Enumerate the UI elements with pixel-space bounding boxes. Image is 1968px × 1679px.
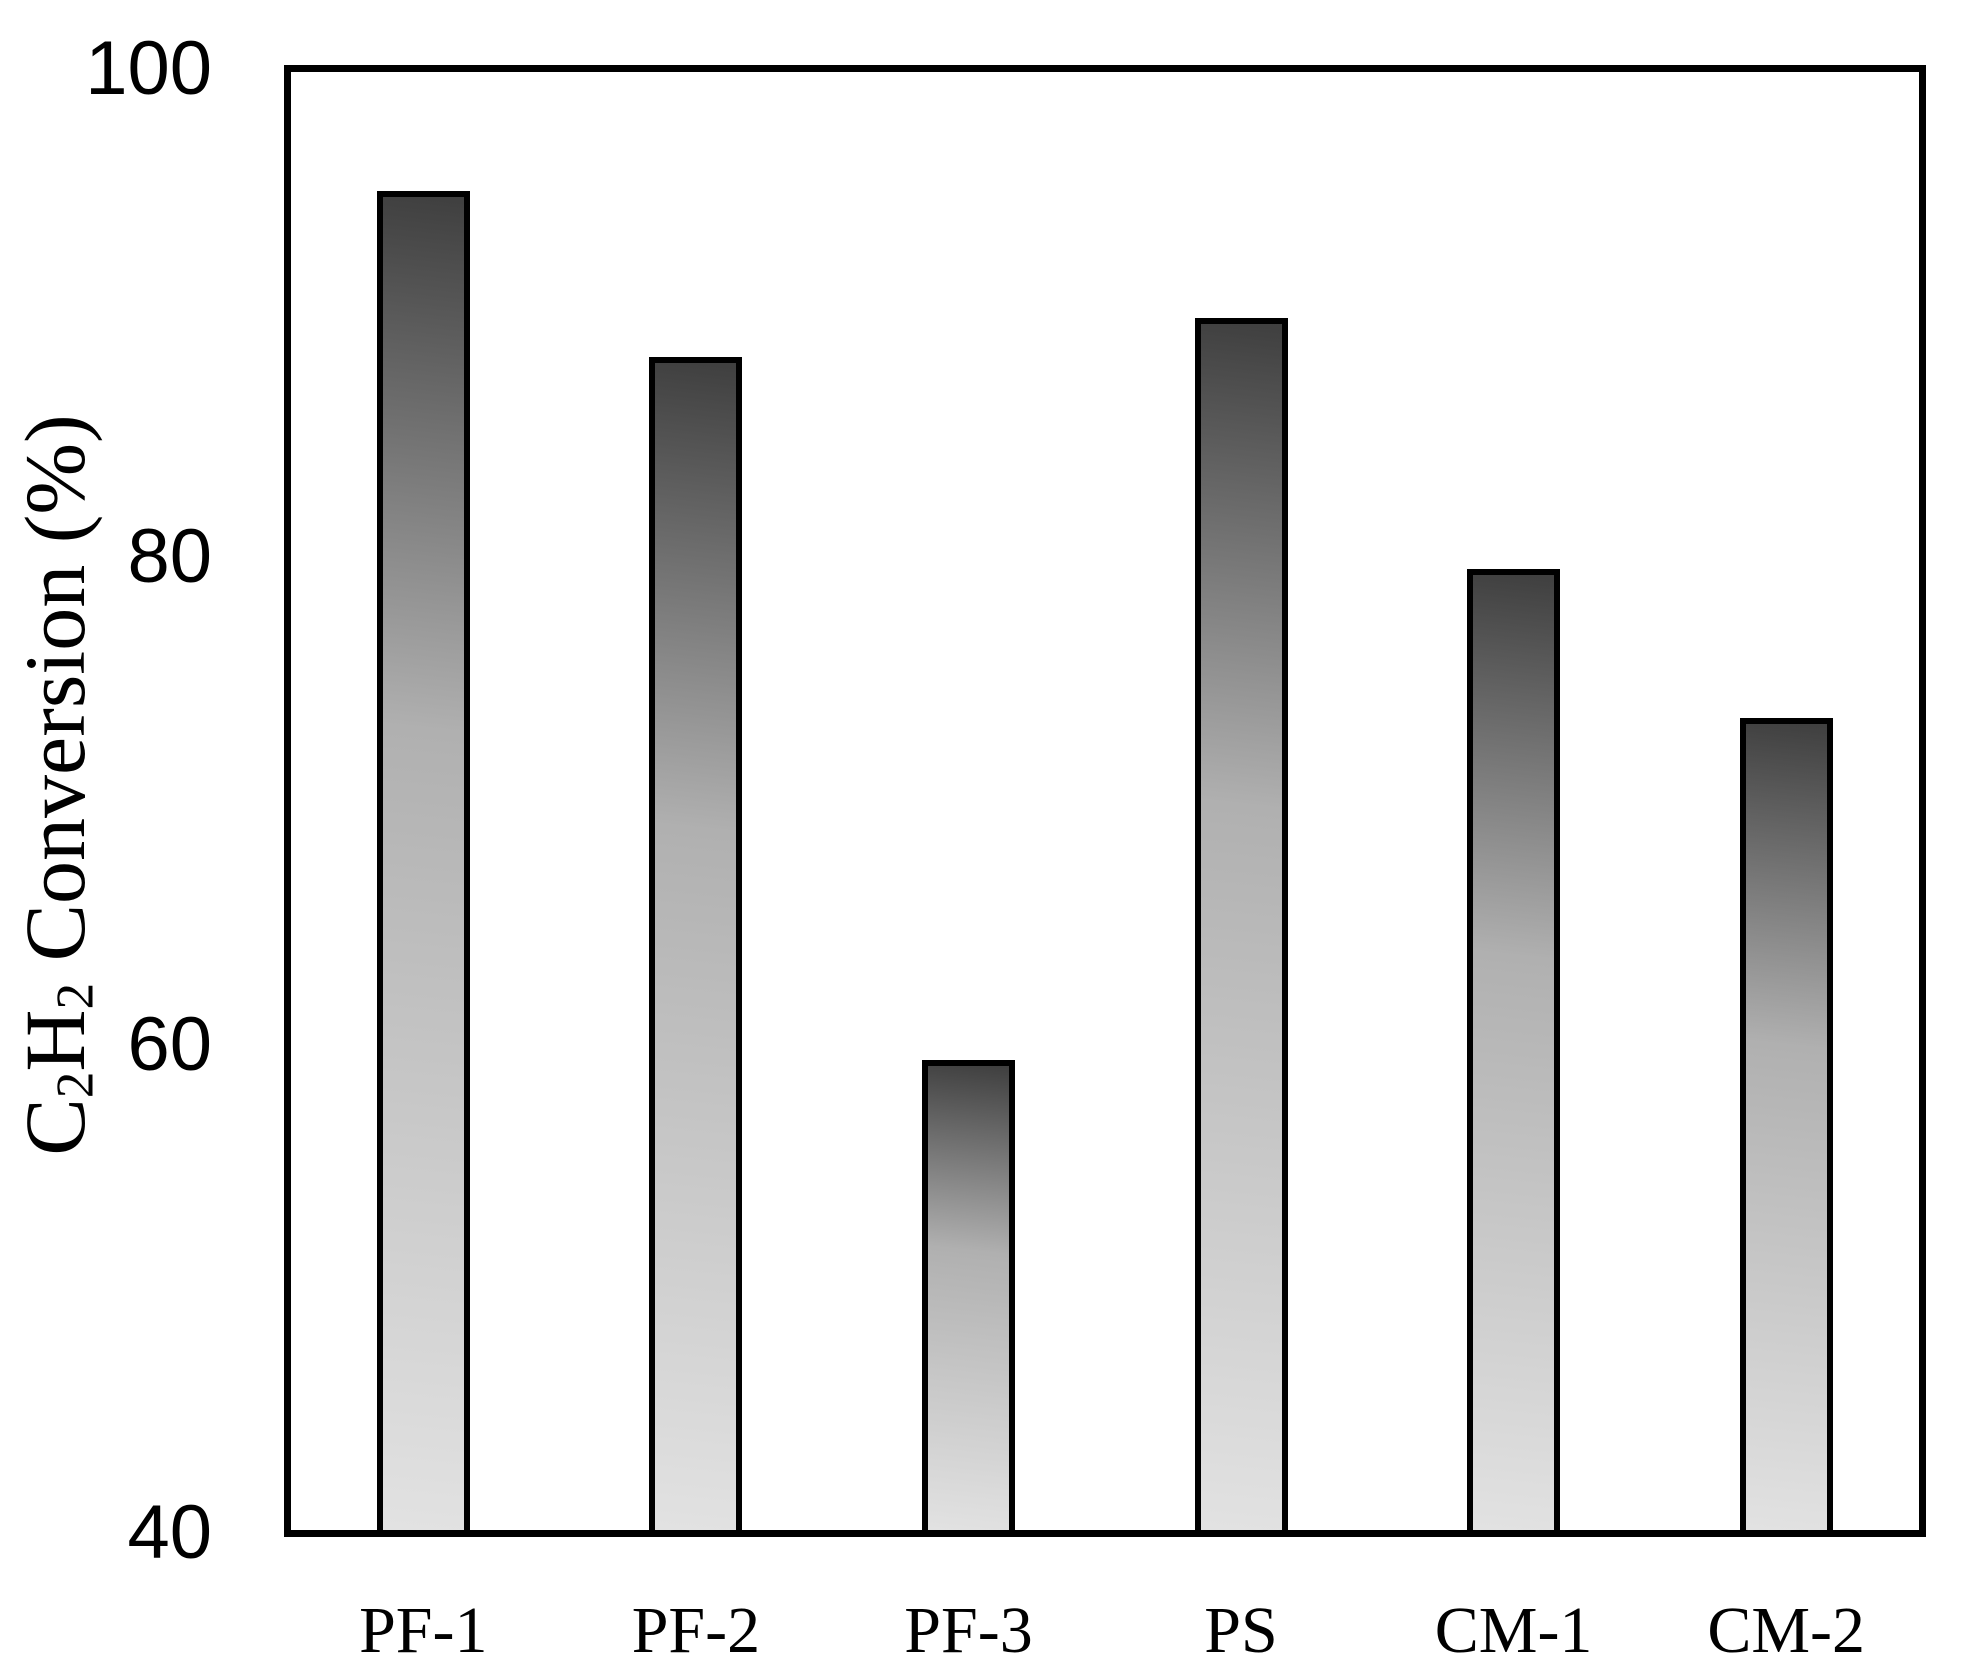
y-axis-title-segment: C xyxy=(7,1098,104,1156)
y-tick-label-40: 40 xyxy=(127,1490,212,1575)
x-category-label-CM-1: CM-1 xyxy=(1434,1594,1593,1667)
x-category-label-PF-3: PF-3 xyxy=(904,1594,1033,1667)
x-category-label-PF-1: PF-1 xyxy=(359,1594,488,1667)
y-tick-label-60: 60 xyxy=(127,1001,212,1087)
plot-frame xyxy=(284,65,1926,1537)
bar-PS xyxy=(1194,317,1288,1530)
x-category-label-PF-2: PF-2 xyxy=(631,1594,761,1667)
y-tick-label-100: 100 xyxy=(85,25,212,111)
y-axis-title-segment: Conversion (%) xyxy=(7,414,104,983)
bar-PF-1 xyxy=(376,190,470,1530)
bar-PF-3 xyxy=(922,1059,1015,1530)
bar-CM-2 xyxy=(1739,717,1833,1530)
y-tick-label-80: 80 xyxy=(127,513,212,599)
bar-CM-1 xyxy=(1467,568,1561,1530)
bar-PF-2 xyxy=(649,356,743,1530)
y-axis-title-subscript: 2 xyxy=(44,982,105,1010)
x-category-label-PS: PS xyxy=(1204,1594,1278,1667)
x-category-label-CM-2: CM-2 xyxy=(1707,1594,1866,1667)
